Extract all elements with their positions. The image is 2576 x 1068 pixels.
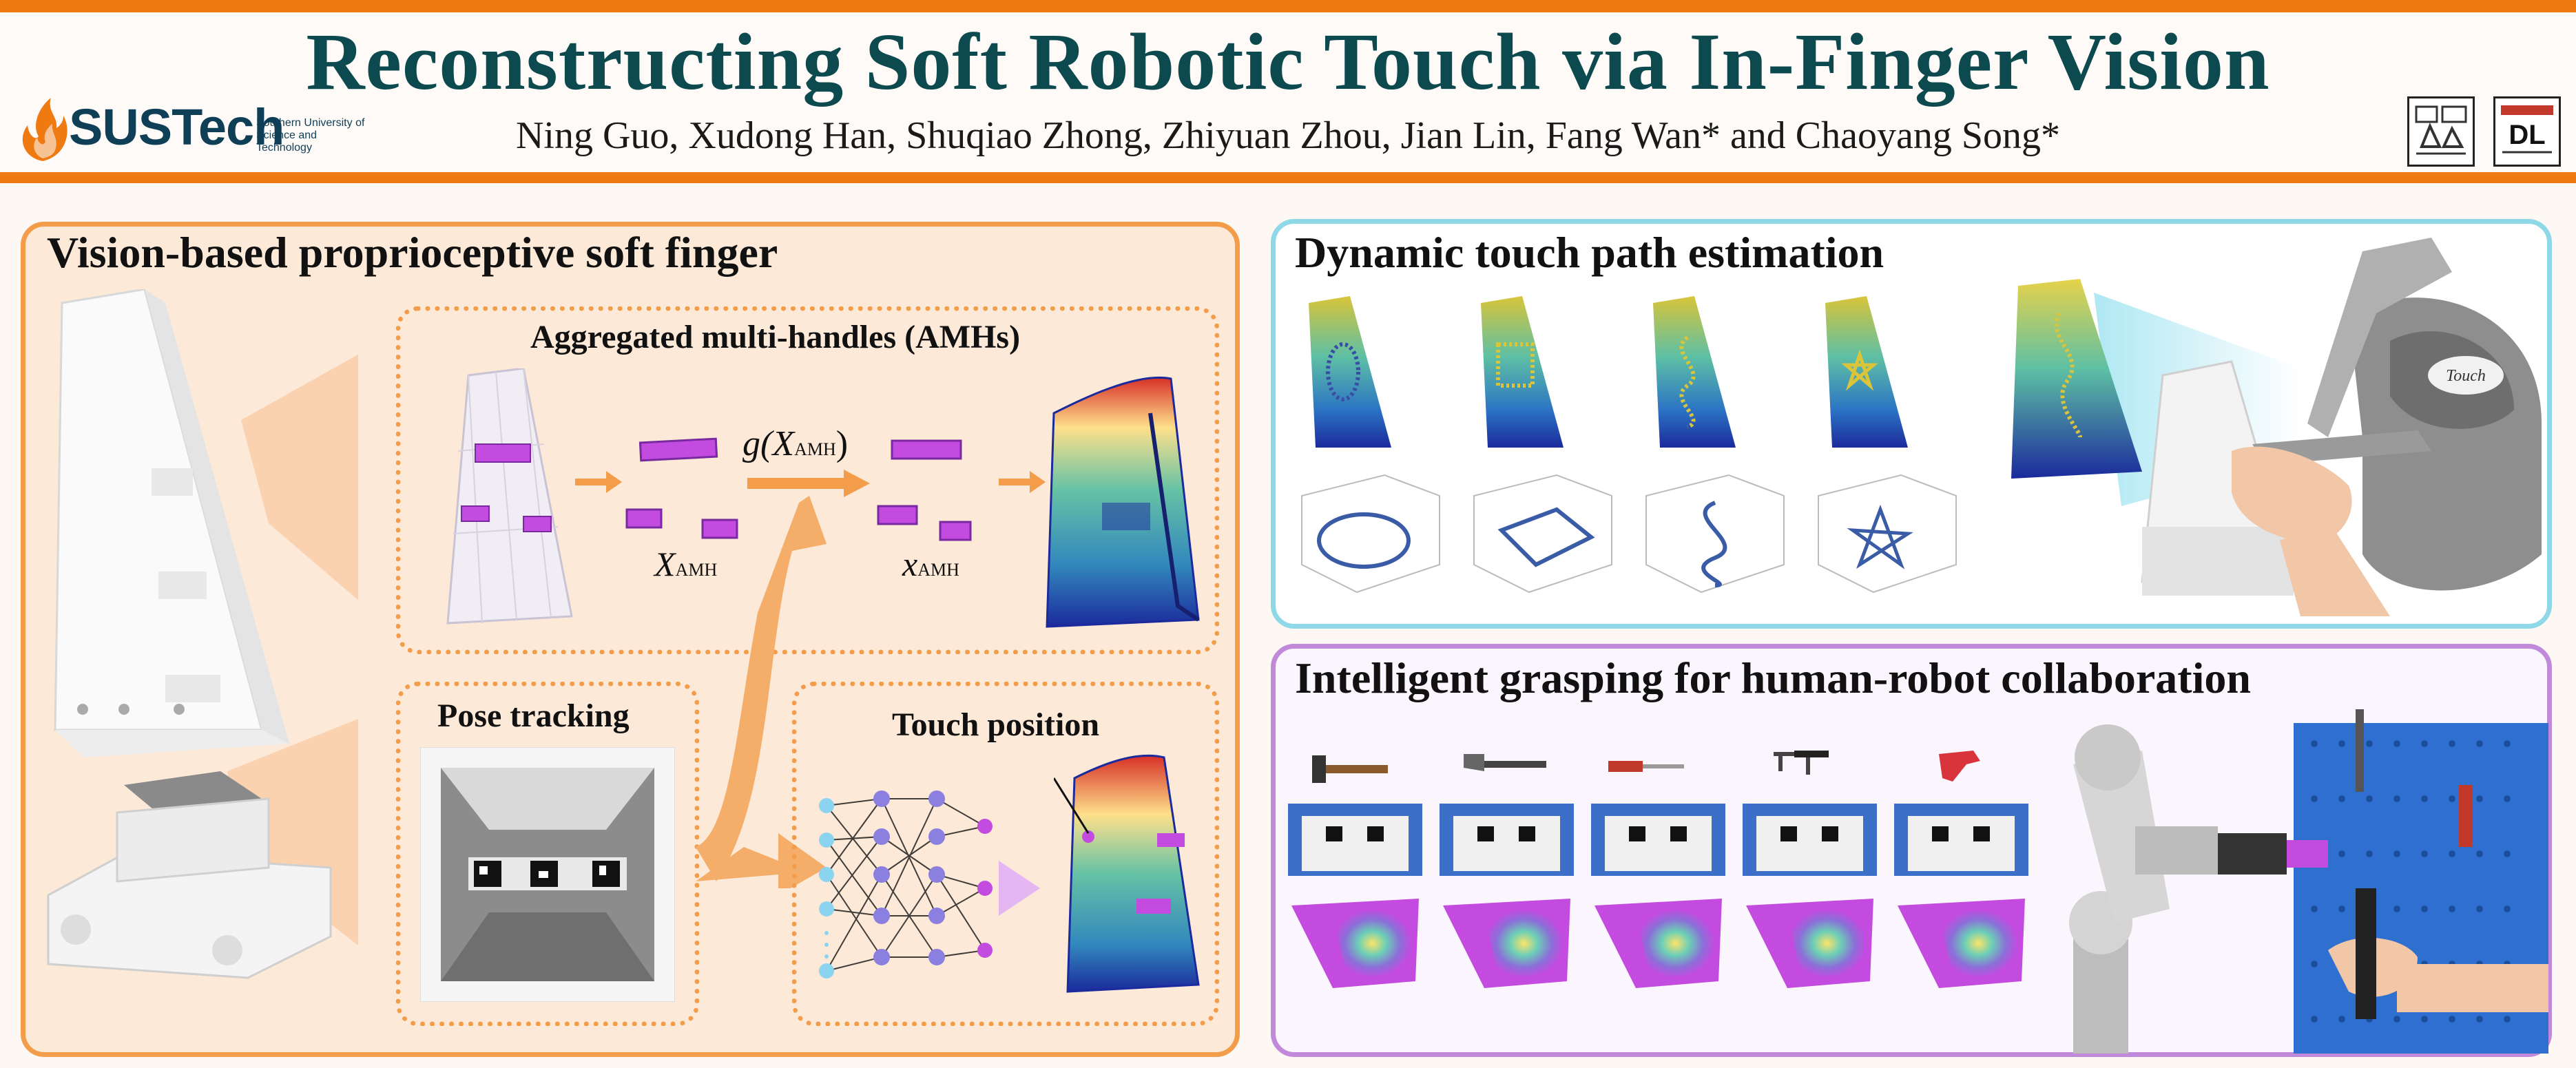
arrow-right-icon — [999, 471, 1046, 493]
touch-position-section — [792, 682, 1219, 1026]
poster-title: Reconstructing Soft Robotic Touch via In… — [306, 17, 2270, 107]
soft-finger-model-image — [47, 289, 358, 979]
lab-logo-bdl-icon — [2415, 105, 2467, 155]
header — [0, 12, 2576, 172]
lab-logo-bdl — [2407, 96, 2475, 167]
mapping-function-subscript: AMH — [794, 439, 836, 459]
arrow-right-icon — [575, 471, 622, 493]
top-accent-bar — [0, 0, 2576, 12]
touch-path-results-image — [1301, 296, 1957, 594]
x-amh-output-symbol: x — [902, 545, 918, 583]
amh-blocks-transformed-image — [877, 439, 972, 541]
x-amh-output-label: xAMH — [902, 544, 959, 584]
robot-arm-pegboard-image — [2069, 709, 2548, 1054]
pose-tracking-title: Pose tracking — [437, 698, 630, 734]
x-amh-output-subscript: AMH — [917, 560, 959, 580]
x-amh-input-label: XAMH — [654, 544, 717, 584]
finger-mesh-image — [446, 368, 573, 625]
header-divider — [0, 172, 2576, 183]
touch-position-title: Touch position — [892, 706, 1100, 743]
haptic-touch-device-image: Touch — [2011, 238, 2542, 616]
lab-logo-dl-icon: DL — [2501, 105, 2553, 154]
sustech-logo-text: SUSTech — [69, 98, 284, 156]
camera-view-image — [420, 747, 675, 1002]
author-list: Ning Guo, Xudong Han, Shuqiao Zhong, Zhi… — [515, 114, 2061, 157]
bottom-right-panel-title: Intelligent grasping for human-robot col… — [1295, 653, 2251, 702]
amh-section — [396, 306, 1219, 654]
x-amh-input-subscript: AMH — [675, 560, 718, 580]
amh-blocks-image — [625, 437, 738, 539]
left-panel-title: Vision-based proprioceptive soft finger — [47, 228, 778, 277]
grasping-tools-image — [1288, 751, 2028, 988]
top-right-panel-title: Dynamic touch path estimation — [1295, 228, 1884, 277]
touch-finger-heatmap-image — [1054, 754, 1200, 993]
mapping-function-close: ) — [835, 424, 849, 463]
neural-network-diagram — [819, 790, 1040, 978]
lab-logo-dl-text: DL — [2509, 120, 2545, 150]
sustech-flame-icon — [22, 98, 67, 161]
amh-section-title: Aggregated multi-handles (AMHs) — [530, 319, 1021, 355]
mapping-arrow-icon — [747, 470, 870, 497]
lab-logo-dl: DL — [2493, 96, 2561, 167]
x-amh-input-symbol: X — [654, 545, 676, 583]
sustech-logo-subtitle: Southern University of Science and Techn… — [256, 117, 365, 154]
mapping-function-label: g(XAMH) — [742, 423, 848, 464]
device-brand-label: Touch — [2446, 367, 2486, 385]
pose-tracking-section — [396, 682, 699, 1026]
mapping-function-symbol: g(X — [742, 424, 795, 463]
deformed-finger-heatmap-image — [1046, 377, 1200, 628]
